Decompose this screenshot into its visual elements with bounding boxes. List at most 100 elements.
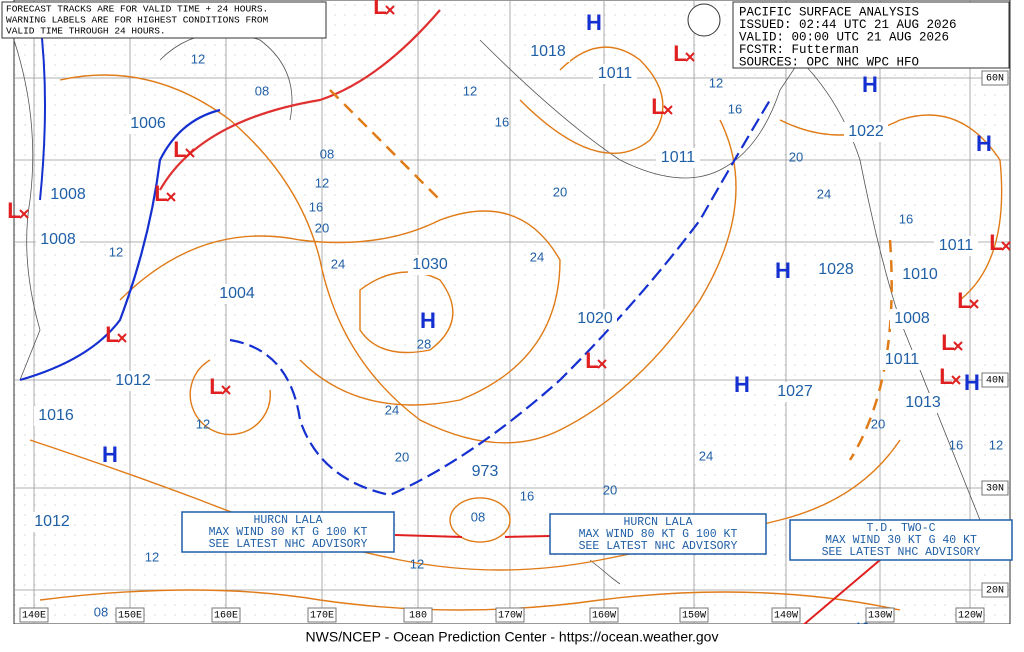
low-center: L — [939, 364, 952, 389]
isobar-label: 12 — [109, 244, 123, 259]
high-center: H — [976, 131, 992, 156]
high-center: H — [775, 258, 791, 283]
pressure-label: 1008 — [894, 310, 930, 327]
high-center: H — [586, 10, 602, 35]
low-center: L — [673, 41, 686, 66]
longitude-label-bg — [589, 607, 619, 623]
longitude-label-bg — [307, 607, 337, 623]
pressure-label-bg — [880, 350, 924, 370]
pressure-label: 973 — [472, 463, 499, 480]
analysis-line: ISSUED: 02:44 UTC 21 AUG 2026 — [739, 18, 957, 32]
longitude-label: 130W — [868, 611, 892, 622]
low-marker — [953, 341, 963, 351]
isobar-label: 20 — [553, 184, 567, 199]
low-center: L — [7, 198, 20, 223]
cold-front — [39, 19, 46, 201]
pressure-label-bg — [34, 406, 78, 426]
pressure-label-bg — [890, 309, 934, 329]
longitude-label-bg — [403, 607, 433, 623]
isobar-label: 24 — [331, 256, 345, 271]
pressure-label: 1008 — [40, 231, 76, 248]
isobar-label: 08 — [320, 146, 334, 161]
isobar-label: 24 — [817, 186, 831, 201]
low-center: L — [989, 230, 1002, 255]
pressure-label-bg — [526, 42, 570, 62]
isobar-label: 16 — [899, 211, 913, 226]
isobar-label: 08 — [94, 604, 108, 619]
longitude-label-bg — [211, 607, 241, 623]
low-marker — [685, 52, 695, 62]
low-marker — [663, 105, 673, 115]
footer-text: NWS/NCEP - Ocean Prediction Center - htt… — [306, 629, 719, 645]
isobar-label: 12 — [315, 175, 329, 190]
pressure-label: 1011 — [885, 351, 920, 368]
low-marker — [221, 385, 231, 395]
pressure-label: 1012 — [34, 513, 70, 530]
pressure-label: 1008 — [50, 186, 86, 203]
pressure-label-bg — [215, 284, 259, 304]
analysis-box — [732, 1, 1010, 69]
advisory-box — [549, 513, 767, 555]
low-marker — [166, 192, 176, 202]
isobar-label: 16 — [520, 488, 534, 503]
pressure-label-bg — [934, 236, 978, 256]
isobar-label: 16 — [728, 101, 742, 116]
notice-line: FORECAST TRACKS ARE FOR VALID TIME + 24 … — [6, 4, 268, 15]
low-center: L — [651, 94, 664, 119]
longitude-label: 120W — [958, 611, 982, 622]
low-marker — [597, 359, 607, 369]
latitude-label-bg — [981, 372, 1009, 388]
latitude-label: 30N — [986, 484, 1004, 495]
advisory-line: HURCN LALA — [253, 514, 322, 527]
isobar-label: 16 — [949, 437, 963, 452]
isobar-label: 12 — [191, 51, 205, 66]
low-center: L — [957, 288, 970, 313]
pressure-label-bg — [656, 148, 700, 168]
isobar-label: 20 — [315, 220, 329, 235]
latitude-label: 60N — [986, 74, 1004, 85]
low-center: L — [373, 0, 386, 19]
pressure-label: 1027 — [777, 383, 813, 400]
low-center: L — [209, 374, 222, 399]
notice-line: WARNING LABELS ARE FOR HIGHEST CONDITION… — [6, 15, 269, 26]
isobar-label: 08 — [471, 509, 485, 524]
longitude-label-bg — [115, 607, 145, 623]
latitude-label-bg — [981, 480, 1009, 496]
pressure-label: 1018 — [530, 43, 566, 60]
stationary-front — [229, 99, 771, 497]
latitude-label-bg — [981, 582, 1009, 598]
latitude-label: 20N — [986, 586, 1004, 597]
longitude-label: 140E — [22, 611, 46, 622]
isobar-label: 20 — [789, 149, 803, 164]
pressure-label: 1011 — [939, 237, 974, 254]
isobar-label: 12 — [410, 556, 424, 571]
pressure-label: 1030 — [412, 256, 448, 273]
longitude-label: 180 — [409, 611, 427, 622]
isobar-label: 24 — [385, 402, 399, 417]
isobar-label: 20 — [871, 416, 885, 431]
pressure-label-bg — [46, 185, 90, 205]
isobar-label: 24 — [530, 249, 544, 264]
pressure-label-bg — [573, 309, 617, 329]
low-marker — [1001, 241, 1011, 251]
pressure-label: 1020 — [577, 310, 613, 327]
isobar-label: 20 — [395, 449, 409, 464]
pressure-label-bg — [36, 230, 80, 250]
advisory-box — [789, 519, 1013, 561]
longitude-label: 150W — [682, 611, 706, 622]
low-marker — [19, 209, 29, 219]
storm-track-arrows — [394, 534, 881, 633]
pressure-label: 1012 — [115, 372, 151, 389]
advisory-line: SEE LATEST NHC ADVISORY — [822, 546, 981, 559]
pressure-label: 1028 — [818, 261, 854, 278]
advisory-line: SEE LATEST NHC ADVISORY — [209, 538, 368, 551]
low-center: L — [585, 348, 598, 373]
pressure-label: 1004 — [219, 285, 255, 302]
low-marker — [117, 333, 127, 343]
noaa-logo — [687, 3, 721, 37]
pressure-label: 1011 — [661, 149, 696, 166]
pressure-label-bg — [773, 382, 817, 402]
low-marker — [185, 148, 195, 158]
low-center: L — [941, 330, 954, 355]
